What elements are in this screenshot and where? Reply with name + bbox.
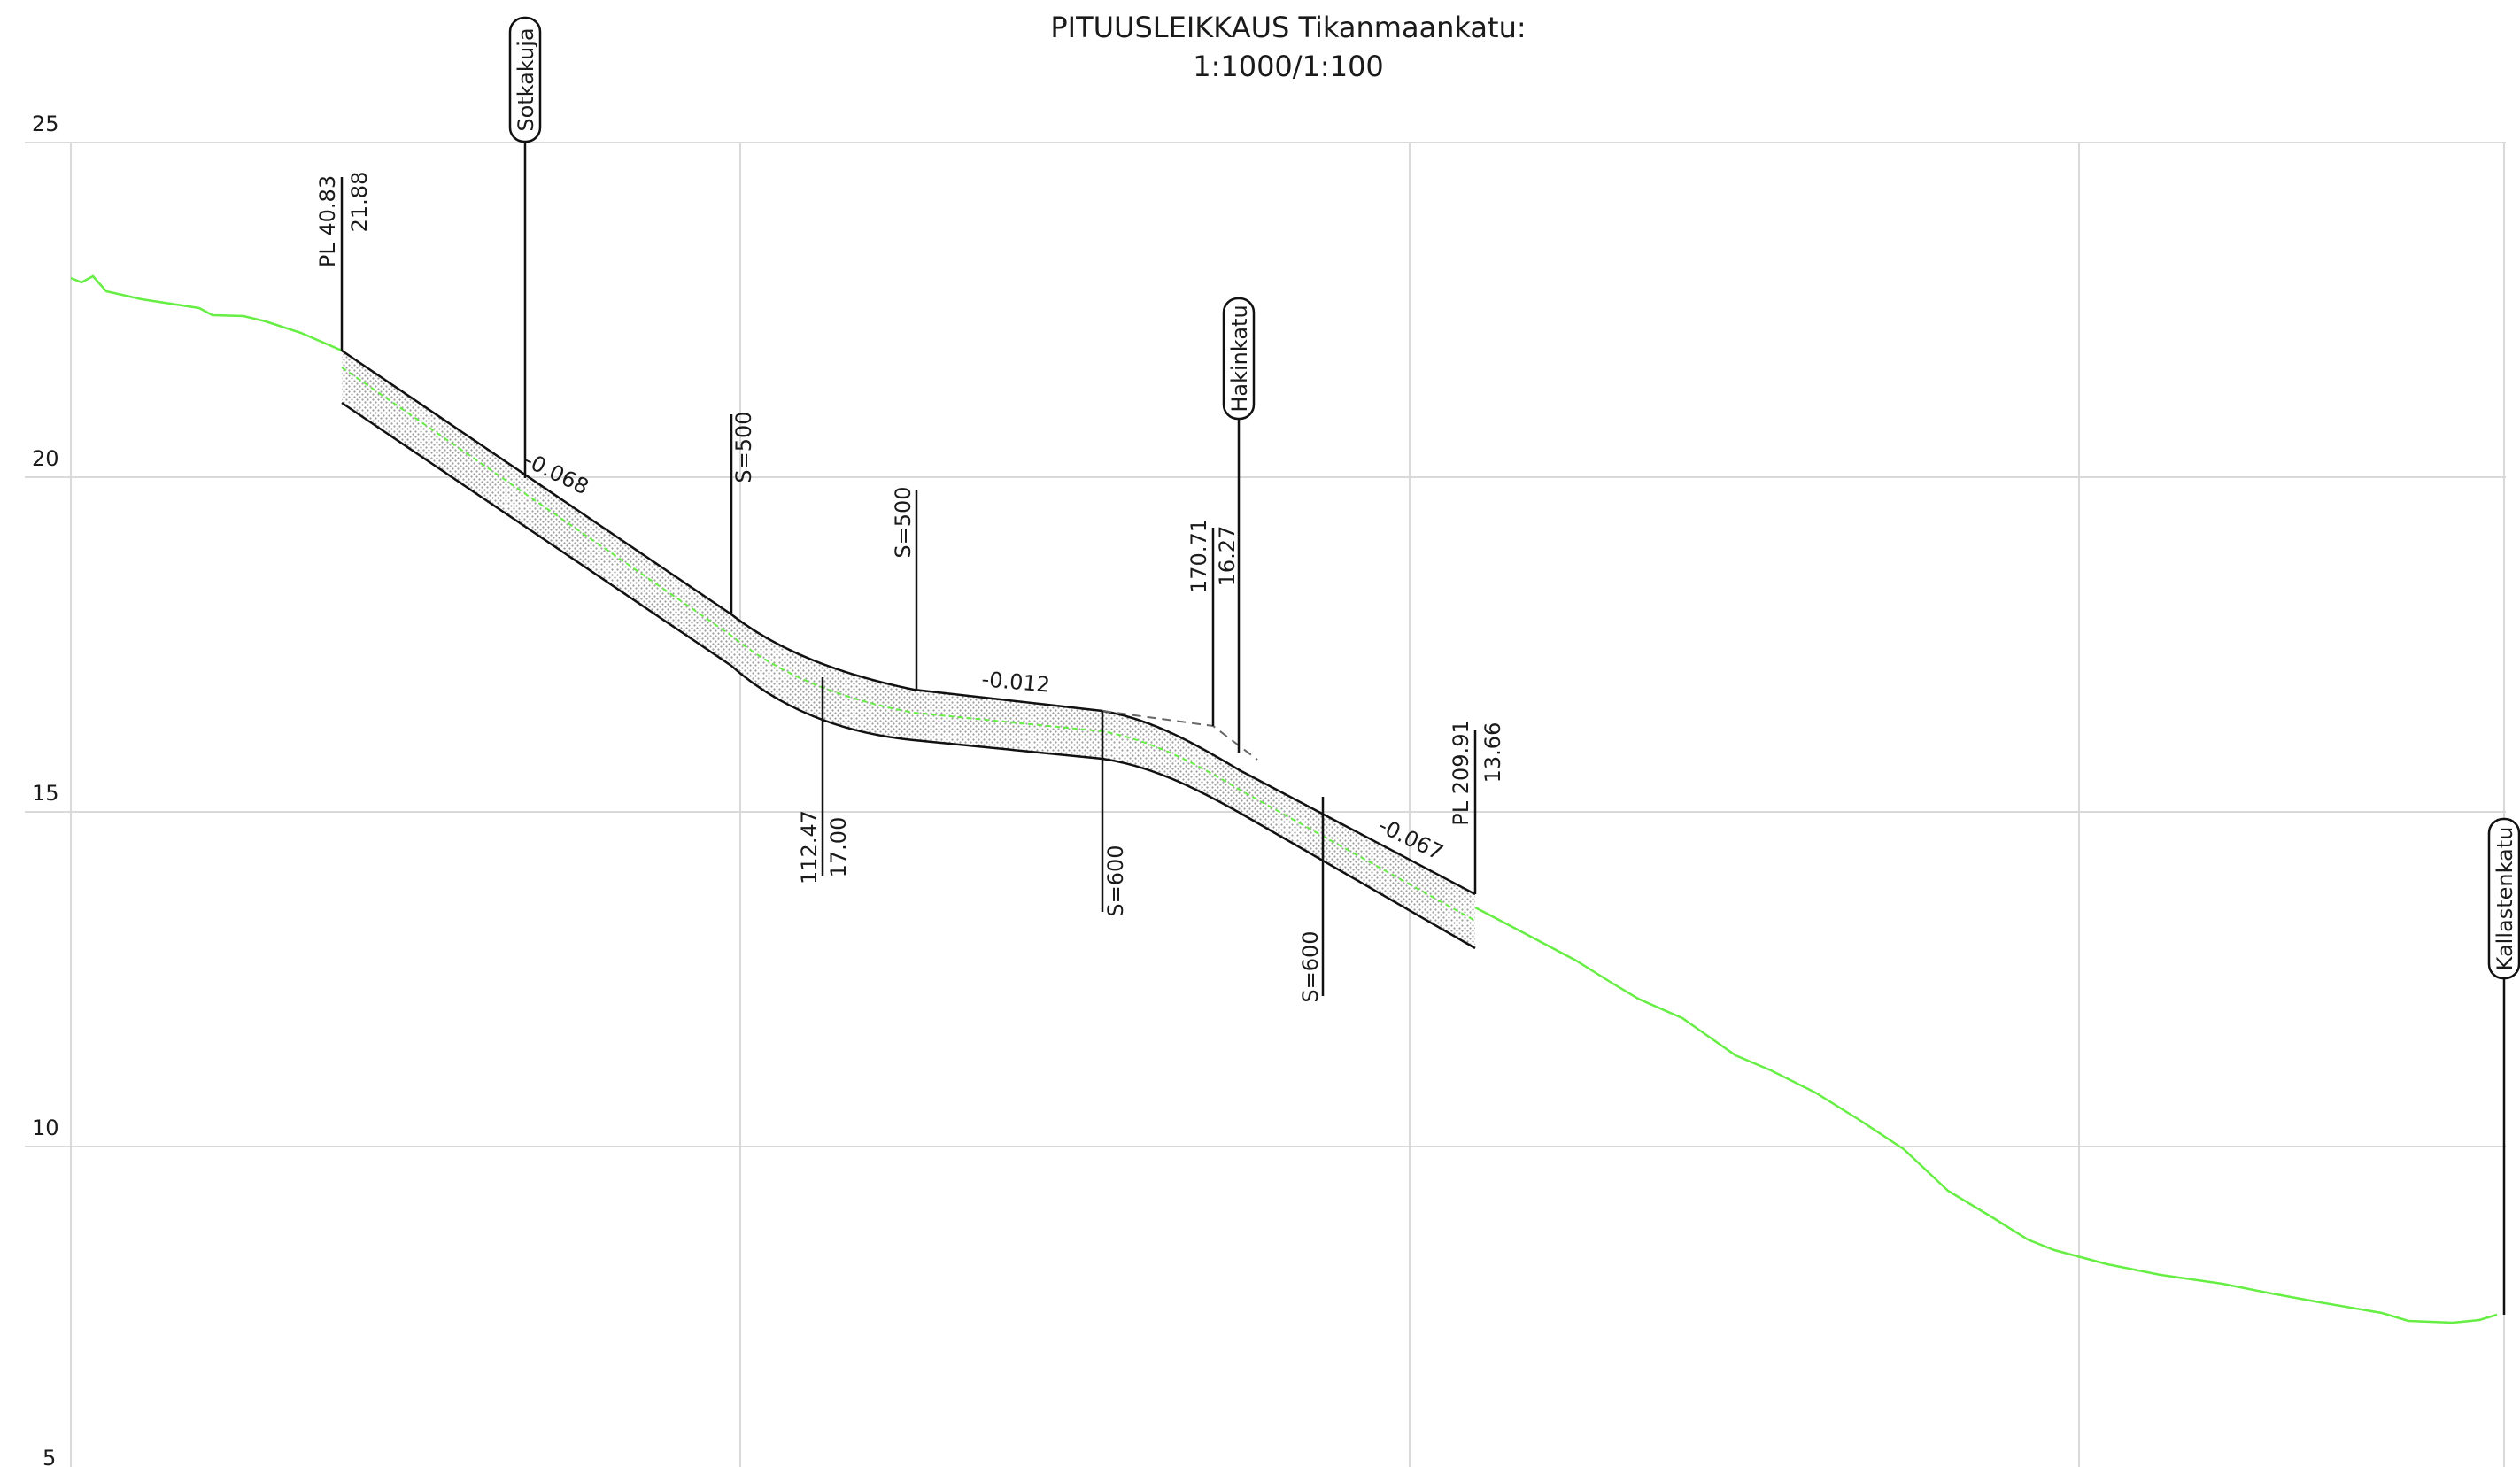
street-tag-sotkakuja: Sotkakuja xyxy=(508,16,542,143)
cross-elevation-label: 16.27 xyxy=(1215,526,1240,587)
street-name-hakinkatu: Hakinkatu xyxy=(1227,305,1252,412)
y-tick-label: 20 xyxy=(32,446,59,471)
y-tick-label: 5 xyxy=(43,1446,56,1467)
pvi-elevation-label: 17.00 xyxy=(826,817,851,878)
y-tick-label: 15 xyxy=(32,781,59,806)
terrain-in-structure-line xyxy=(341,367,1476,922)
drawing-scale: 1:1000/1:100 xyxy=(1193,50,1384,83)
y-tick-label: 25 xyxy=(32,112,59,136)
start-elevation-label: 21.88 xyxy=(347,172,372,233)
end-elevation-label: 13.66 xyxy=(1480,722,1505,784)
start-station-label: PL 40.83 xyxy=(315,175,340,267)
drawing-title: PITUUSLEIKKAUS Tikanmaankatu: xyxy=(1050,11,1526,44)
grade-label-2: -0.012 xyxy=(980,667,1051,698)
leader-lines xyxy=(340,142,2506,1315)
cross-station-label: 170.71 xyxy=(1187,519,1211,593)
street-tag-kallastenkatu: Kallastenkatu xyxy=(2487,817,2520,980)
pvi-station-label: 112.47 xyxy=(797,810,822,884)
curve-radius-label-3: S=600 xyxy=(1103,845,1128,916)
street-name-kallastenkatu: Kallastenkatu xyxy=(2493,827,2517,971)
curve-radius-label-1: S=500 xyxy=(731,411,756,483)
road-surface-line xyxy=(341,349,1476,896)
y-tick-label: 10 xyxy=(32,1116,59,1140)
structure-bottom-line xyxy=(341,401,1476,950)
curve-radius-label-2: S=500 xyxy=(891,486,916,558)
street-tag-hakinkatu: Hakinkatu xyxy=(1222,297,1256,421)
existing-terrain-line xyxy=(70,274,2498,1324)
end-station-label: PL 209.91 xyxy=(1449,720,1473,825)
curve-radius-label-4: S=600 xyxy=(1298,930,1323,1002)
street-name-sotkakuja: Sotkakuja xyxy=(514,27,538,131)
road-structure-band xyxy=(342,351,1475,948)
